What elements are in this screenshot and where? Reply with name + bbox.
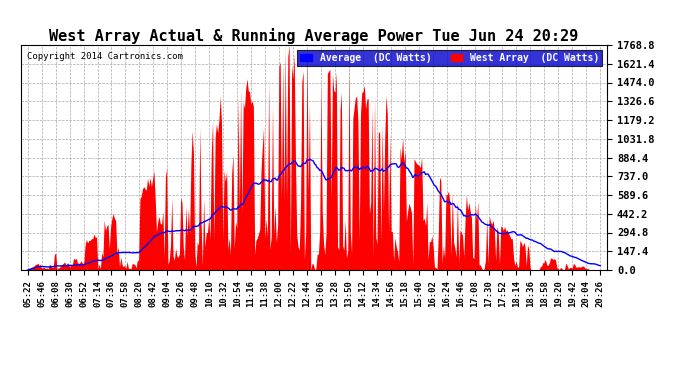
Title: West Array Actual & Running Average Power Tue Jun 24 20:29: West Array Actual & Running Average Powe… bbox=[49, 28, 579, 44]
Legend: Average  (DC Watts), West Array  (DC Watts): Average (DC Watts), West Array (DC Watts… bbox=[297, 50, 602, 66]
Text: Copyright 2014 Cartronics.com: Copyright 2014 Cartronics.com bbox=[26, 52, 182, 61]
